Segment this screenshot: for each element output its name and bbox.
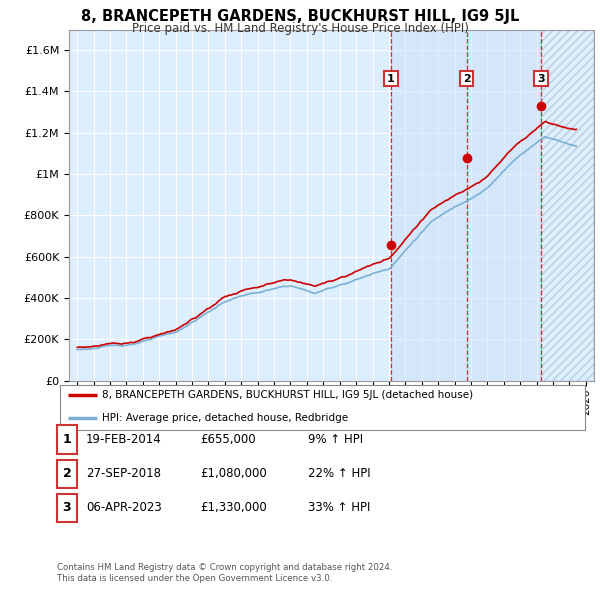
Text: 06-APR-2023: 06-APR-2023 [86, 502, 161, 514]
Text: 2: 2 [62, 467, 71, 480]
Text: Contains HM Land Registry data © Crown copyright and database right 2024.: Contains HM Land Registry data © Crown c… [57, 563, 392, 572]
Text: Price paid vs. HM Land Registry's House Price Index (HPI): Price paid vs. HM Land Registry's House … [131, 22, 469, 35]
Text: 8, BRANCEPETH GARDENS, BUCKHURST HILL, IG9 5JL: 8, BRANCEPETH GARDENS, BUCKHURST HILL, I… [81, 9, 519, 24]
Text: £1,080,000: £1,080,000 [200, 467, 266, 480]
Text: £655,000: £655,000 [200, 433, 256, 446]
Text: HPI: Average price, detached house, Redbridge: HPI: Average price, detached house, Redb… [102, 414, 348, 424]
Text: 3: 3 [62, 502, 71, 514]
Text: 3: 3 [537, 74, 545, 84]
Bar [541, 30, 594, 381]
Text: 1: 1 [387, 74, 395, 84]
Bar [391, 30, 541, 381]
Text: 1: 1 [62, 433, 71, 446]
Text: 22% ↑ HPI: 22% ↑ HPI [308, 467, 370, 480]
Text: 8, BRANCEPETH GARDENS, BUCKHURST HILL, IG9 5JL (detached house): 8, BRANCEPETH GARDENS, BUCKHURST HILL, I… [102, 391, 473, 401]
Text: 2: 2 [463, 74, 470, 84]
Text: 33% ↑ HPI: 33% ↑ HPI [308, 502, 370, 514]
Text: 27-SEP-2018: 27-SEP-2018 [86, 467, 161, 480]
Text: This data is licensed under the Open Government Licence v3.0.: This data is licensed under the Open Gov… [57, 574, 332, 583]
Text: 9% ↑ HPI: 9% ↑ HPI [308, 433, 363, 446]
Text: £1,330,000: £1,330,000 [200, 502, 266, 514]
Text: 19-FEB-2014: 19-FEB-2014 [86, 433, 161, 446]
